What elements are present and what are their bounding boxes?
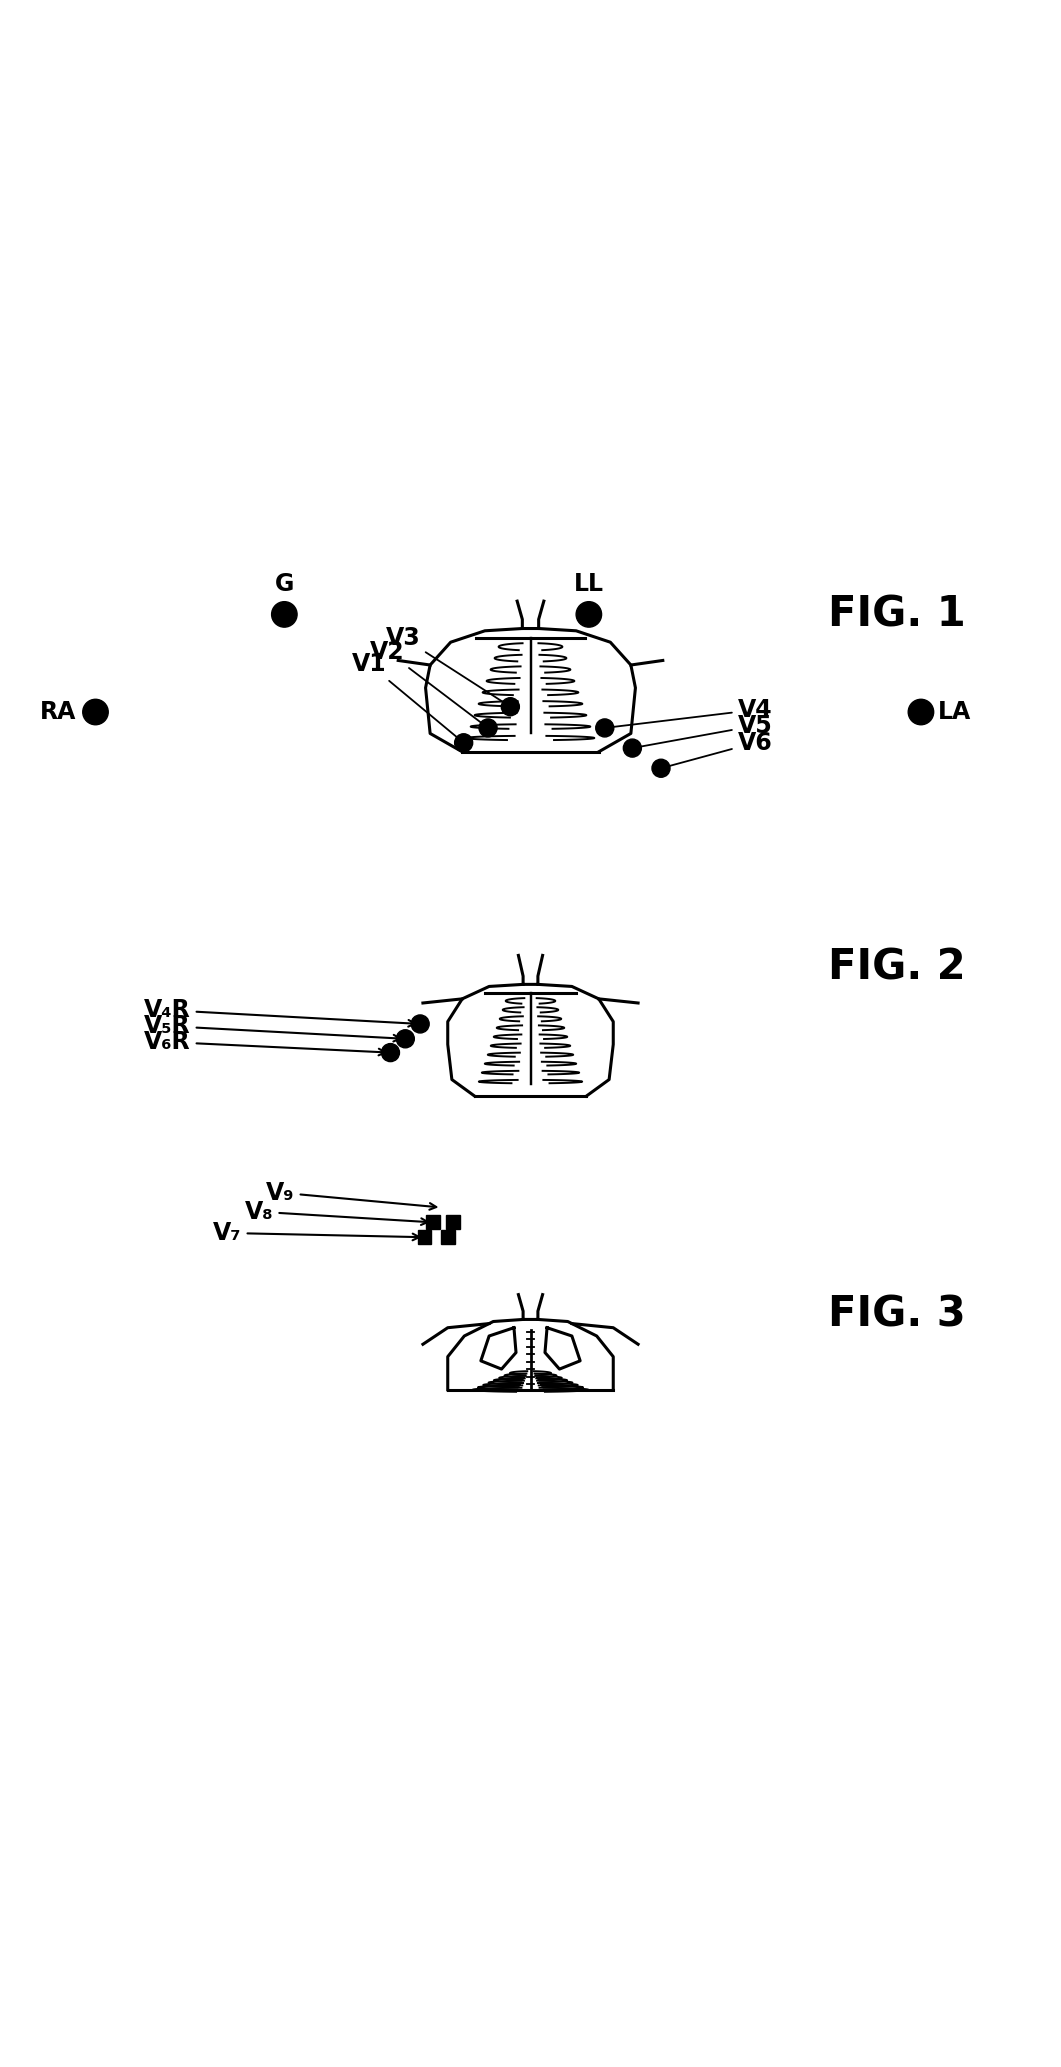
Text: V₄R: V₄R bbox=[144, 998, 415, 1027]
Text: FIG. 2: FIG. 2 bbox=[828, 947, 966, 988]
Text: V3: V3 bbox=[386, 626, 508, 705]
Circle shape bbox=[595, 719, 613, 738]
Circle shape bbox=[381, 1044, 399, 1062]
Text: FIG. 1: FIG. 1 bbox=[828, 593, 966, 635]
Text: V5: V5 bbox=[636, 713, 772, 748]
Text: G: G bbox=[275, 573, 294, 597]
Text: V₈: V₈ bbox=[245, 1199, 428, 1226]
Bar bbox=[418, 1230, 431, 1244]
Bar bbox=[446, 1215, 459, 1230]
Circle shape bbox=[651, 759, 671, 777]
Bar bbox=[440, 1230, 454, 1244]
Bar bbox=[425, 1215, 439, 1230]
Text: V₉: V₉ bbox=[266, 1180, 436, 1209]
Circle shape bbox=[623, 740, 641, 757]
Circle shape bbox=[272, 601, 297, 626]
Circle shape bbox=[479, 719, 497, 738]
Text: V4: V4 bbox=[608, 699, 772, 728]
Text: LA: LA bbox=[938, 701, 971, 723]
Circle shape bbox=[411, 1015, 429, 1034]
Text: RA: RA bbox=[40, 701, 76, 723]
Text: V₅R: V₅R bbox=[144, 1015, 400, 1042]
Circle shape bbox=[397, 1029, 414, 1048]
Circle shape bbox=[908, 699, 934, 726]
Text: V2: V2 bbox=[370, 639, 486, 726]
Circle shape bbox=[501, 699, 520, 715]
Text: V1: V1 bbox=[352, 653, 462, 740]
Text: V₇: V₇ bbox=[213, 1222, 419, 1244]
Text: FIG. 3: FIG. 3 bbox=[828, 1294, 966, 1335]
Text: V₆R: V₆R bbox=[144, 1029, 385, 1056]
Circle shape bbox=[454, 734, 473, 752]
Circle shape bbox=[83, 699, 108, 726]
Text: V6: V6 bbox=[664, 732, 772, 767]
Text: LL: LL bbox=[574, 573, 604, 597]
Circle shape bbox=[576, 601, 602, 626]
